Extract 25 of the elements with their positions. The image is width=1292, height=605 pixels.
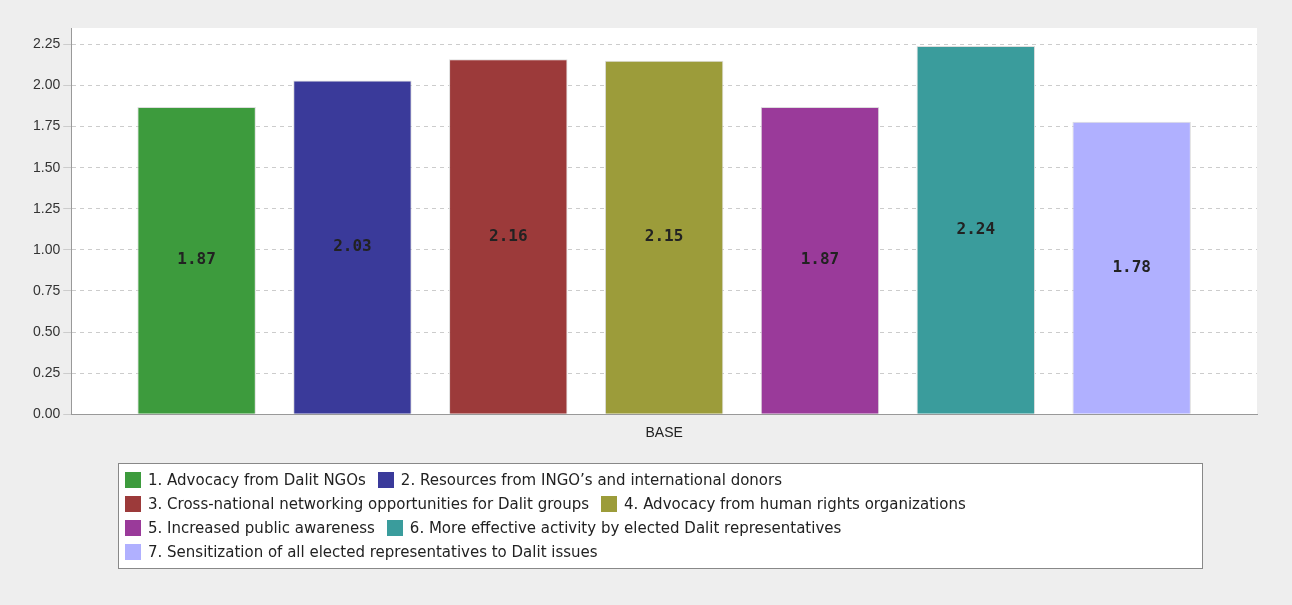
y-tick-label: 0.75 <box>33 281 61 298</box>
data-label: 1.87 <box>800 249 840 269</box>
x-tick-label: BASE <box>645 424 683 441</box>
data-label: 2.15 <box>644 226 684 246</box>
y-tick-label: 2.00 <box>33 76 61 93</box>
y-tick-label: 0.00 <box>33 405 61 422</box>
data-label: 1.78 <box>1112 256 1151 276</box>
data-label: 2.03 <box>333 236 372 256</box>
legend-label: 3. Cross-national networking opportunities for Dalit groups <box>148 495 590 513</box>
legend-label: 4. Advocacy from human rights organizations <box>624 495 966 513</box>
legend-label: 7. Sensitization of all elected representatives to Dalit issues <box>148 543 598 561</box>
legend-label: 6. More effective activity by elected Dalit representatives <box>409 519 842 537</box>
y-tick-label: 0.25 <box>33 363 61 380</box>
y-tick-label: 1.00 <box>33 240 61 257</box>
y-tick-label: 1.50 <box>33 158 61 175</box>
legend-label: 5. Increased public awareness <box>148 519 375 537</box>
y-tick-label: 1.75 <box>33 117 61 134</box>
y-tick-label: 1.25 <box>33 199 61 216</box>
data-label: 2.24 <box>956 219 996 239</box>
legend-label: 1. Advocacy from Dalit NGOs <box>148 471 366 489</box>
data-label: 1.87 <box>177 249 216 269</box>
y-tick-label: 0.50 <box>33 322 61 339</box>
legend-label: 2. Resources from INGO’s and international donors <box>400 471 783 489</box>
y-tick-label: 2.25 <box>33 35 61 52</box>
data-label: 2.16 <box>489 225 528 245</box>
